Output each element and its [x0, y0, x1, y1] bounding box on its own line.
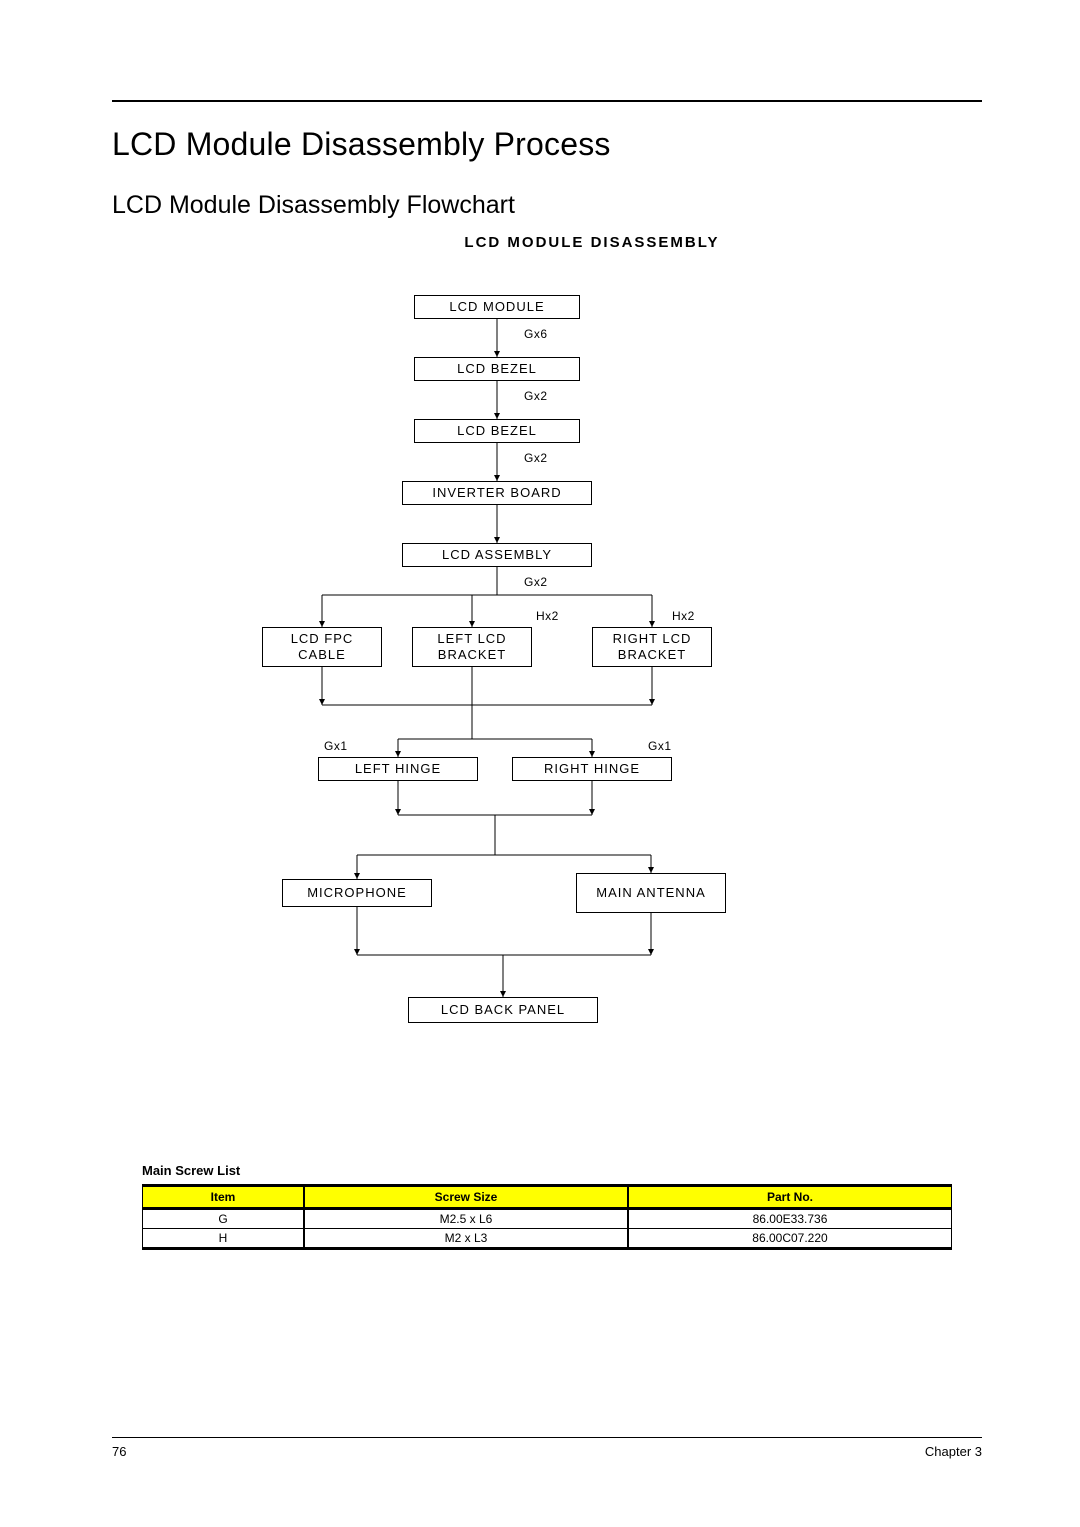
- screw-table: ItemScrew SizePart No.GM2.5 x L686.00E33…: [142, 1184, 952, 1250]
- flowchart-node: LCD BEZEL: [414, 419, 580, 443]
- table-cell: 86.00E33.736: [628, 1208, 952, 1229]
- table-header-cell: Item: [142, 1186, 304, 1208]
- document-page: LCD Module Disassembly Process LCD Modul…: [0, 0, 1080, 1527]
- page-title: LCD Module Disassembly Process: [112, 126, 982, 163]
- flowchart-edge-label: Gx1: [648, 739, 672, 753]
- flowchart-node: LCD ASSEMBLY: [402, 543, 592, 567]
- flowchart-title: LCD MODULE DISASSEMBLY: [112, 234, 982, 251]
- flowchart-container: LCD MODULE LCD BEZEL LCD BEZEL INVERTER BOA…: [112, 295, 982, 1115]
- flowchart-node: LCD BEZEL: [414, 357, 580, 381]
- header-rule: [112, 100, 982, 102]
- table-header-cell: Screw Size: [304, 1186, 628, 1208]
- table-cell: 86.00C07.220: [628, 1229, 952, 1248]
- table-row: HM2 x L386.00C07.220: [142, 1229, 952, 1248]
- flowchart-edge-label: Gx1: [324, 739, 348, 753]
- footer-rule: [112, 1437, 982, 1438]
- flowchart-edge-label: Gx2: [524, 575, 548, 589]
- page-number: 76: [112, 1444, 126, 1459]
- flowchart-node: MICROPHONE: [282, 879, 432, 907]
- flowchart-node: MAIN ANTENNA: [576, 873, 726, 913]
- flowchart-edge-label: Gx6: [524, 327, 548, 341]
- table-cell: M2.5 x L6: [304, 1208, 628, 1229]
- table-row: GM2.5 x L686.00E33.736: [142, 1208, 952, 1229]
- flowchart-edge-label: Gx2: [524, 389, 548, 403]
- page-footer: 76 Chapter 3: [112, 1437, 982, 1459]
- flowchart-node: LCD MODULE: [414, 295, 580, 319]
- flowchart-node: INVERTER BOARD: [402, 481, 592, 505]
- table-cell: M2 x L3: [304, 1229, 628, 1248]
- section-title: LCD Module Disassembly Flowchart: [112, 191, 982, 220]
- table-cell: G: [142, 1208, 304, 1229]
- flowchart-node: RIGHT LCD BRACKET: [592, 627, 712, 667]
- flowchart-node: LCD FPC CABLE: [262, 627, 382, 667]
- flowchart-node: LEFT LCD BRACKET: [412, 627, 532, 667]
- flowchart-node: LEFT HINGE: [318, 757, 478, 781]
- flowchart-node: RIGHT HINGE: [512, 757, 672, 781]
- flowchart-edge-label: Gx2: [524, 451, 548, 465]
- flowchart-edge-label: Hx2: [536, 609, 559, 623]
- flowchart-node: LCD BACK PANEL: [408, 997, 598, 1023]
- table-cell: H: [142, 1229, 304, 1248]
- chapter-label: Chapter 3: [925, 1444, 982, 1459]
- screw-table-caption: Main Screw List: [142, 1163, 982, 1178]
- table-header-cell: Part No.: [628, 1186, 952, 1208]
- flowchart-edge-label: Hx2: [672, 609, 695, 623]
- flowchart-edges: [112, 295, 982, 1115]
